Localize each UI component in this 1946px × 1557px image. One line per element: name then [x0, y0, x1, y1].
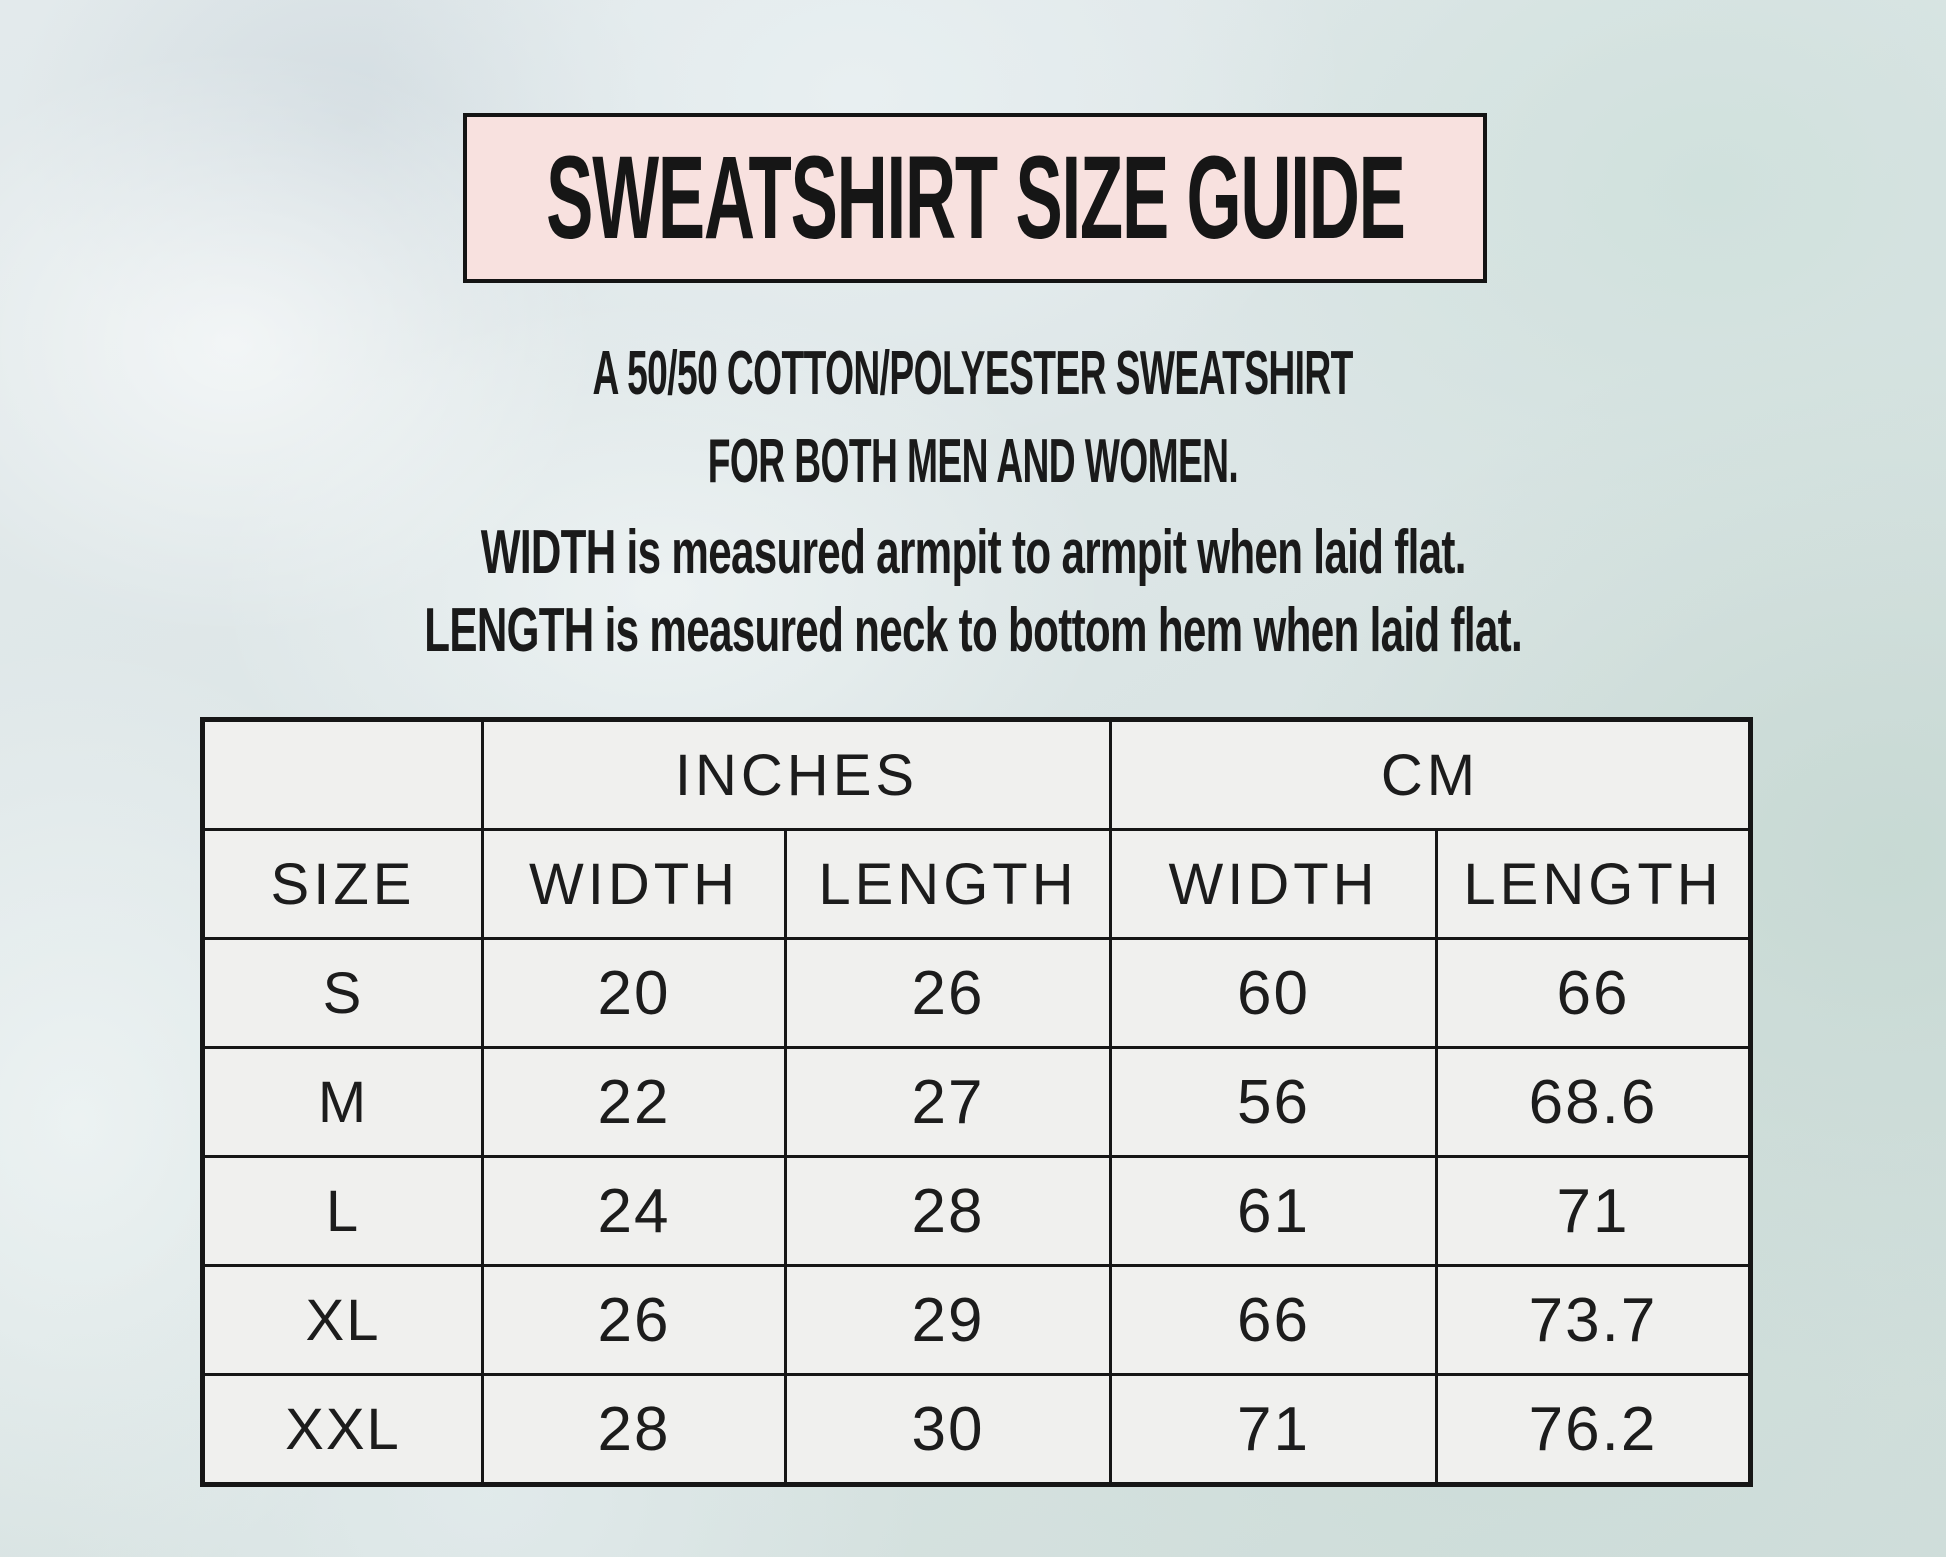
inches-width-cell: 28: [481, 1373, 787, 1486]
cm-width-cell: 66: [1109, 1264, 1438, 1376]
cm-length-cell: 73.7: [1434, 1264, 1753, 1376]
cm-length-cell: 76.2: [1434, 1373, 1753, 1486]
description-line-1: A 50/50 COTTON/POLYESTER SWEATSHIRT: [592, 339, 1354, 408]
corner-cell: [201, 718, 484, 831]
cm-width-cell: 61: [1109, 1155, 1438, 1267]
description-row: A 50/50 COTTON/POLYESTER SWEATSHIRT: [0, 338, 1946, 426]
measurement-notes: WIDTH is measured armpit to armpit when …: [0, 522, 1946, 678]
inches-width-cell: 22: [481, 1046, 787, 1158]
table-row-s: S 20 26 60 66: [201, 937, 1753, 1049]
cm-width-cell: 56: [1109, 1046, 1438, 1158]
cm-length-cell: 66: [1434, 937, 1753, 1049]
size-label: L: [201, 1155, 484, 1267]
inches-length-cell: 28: [784, 1155, 1112, 1267]
note-row: WIDTH is measured armpit to armpit when …: [0, 522, 1946, 600]
column-header-size: SIZE: [201, 828, 484, 940]
cm-width-cell: 71: [1109, 1373, 1438, 1486]
inches-length-cell: 29: [784, 1264, 1112, 1376]
title-banner: SWEATSHIRT SIZE GUIDE: [463, 113, 1487, 283]
description-line-2: FOR BOTH MEN AND WOMEN.: [707, 427, 1239, 496]
cm-length-cell: 68.6: [1434, 1046, 1753, 1158]
inches-width-cell: 26: [481, 1264, 787, 1376]
inches-length-cell: 30: [784, 1373, 1112, 1486]
note-row: LENGTH is measured neck to bottom hem wh…: [0, 600, 1946, 678]
inches-length-cell: 27: [784, 1046, 1112, 1158]
table-row-xl: XL 26 29 66 73.7: [201, 1264, 1753, 1376]
column-header-cm-width: WIDTH: [1109, 828, 1438, 940]
page-title: SWEATSHIRT SIZE GUIDE: [545, 132, 1406, 264]
column-header-cm-length: LENGTH: [1434, 828, 1753, 940]
unit-header-cm: CM: [1108, 718, 1753, 831]
width-note: WIDTH is measured armpit to armpit when …: [480, 518, 1466, 587]
description-row: FOR BOTH MEN AND WOMEN.: [0, 426, 1946, 514]
inches-width-cell: 20: [481, 937, 787, 1049]
size-label: S: [201, 937, 484, 1049]
unit-header-row: INCHES CM: [201, 718, 1753, 831]
cm-length-cell: 71: [1434, 1155, 1753, 1267]
table-row-m: M 22 27 56 68.6: [201, 1046, 1753, 1158]
unit-header-inches: INCHES: [481, 718, 1112, 831]
size-label: XL: [201, 1264, 484, 1376]
column-header-inches-length: LENGTH: [784, 828, 1112, 940]
inches-width-cell: 24: [481, 1155, 787, 1267]
table-row-xxl: XXL 28 30 71 76.2: [201, 1373, 1753, 1486]
description: A 50/50 COTTON/POLYESTER SWEATSHIRT FOR …: [0, 338, 1946, 514]
cm-width-cell: 60: [1109, 937, 1438, 1049]
size-label: XXL: [201, 1373, 484, 1486]
length-note: LENGTH is measured neck to bottom hem wh…: [424, 596, 1522, 665]
table-row-l: L 24 28 61 71: [201, 1155, 1753, 1267]
column-header-inches-width: WIDTH: [481, 828, 787, 940]
size-label: M: [201, 1046, 484, 1158]
size-table: INCHES CM SIZE WIDTH LENGTH WIDTH LENGTH…: [200, 717, 1754, 1487]
column-header-row: SIZE WIDTH LENGTH WIDTH LENGTH: [201, 828, 1753, 940]
inches-length-cell: 26: [784, 937, 1112, 1049]
